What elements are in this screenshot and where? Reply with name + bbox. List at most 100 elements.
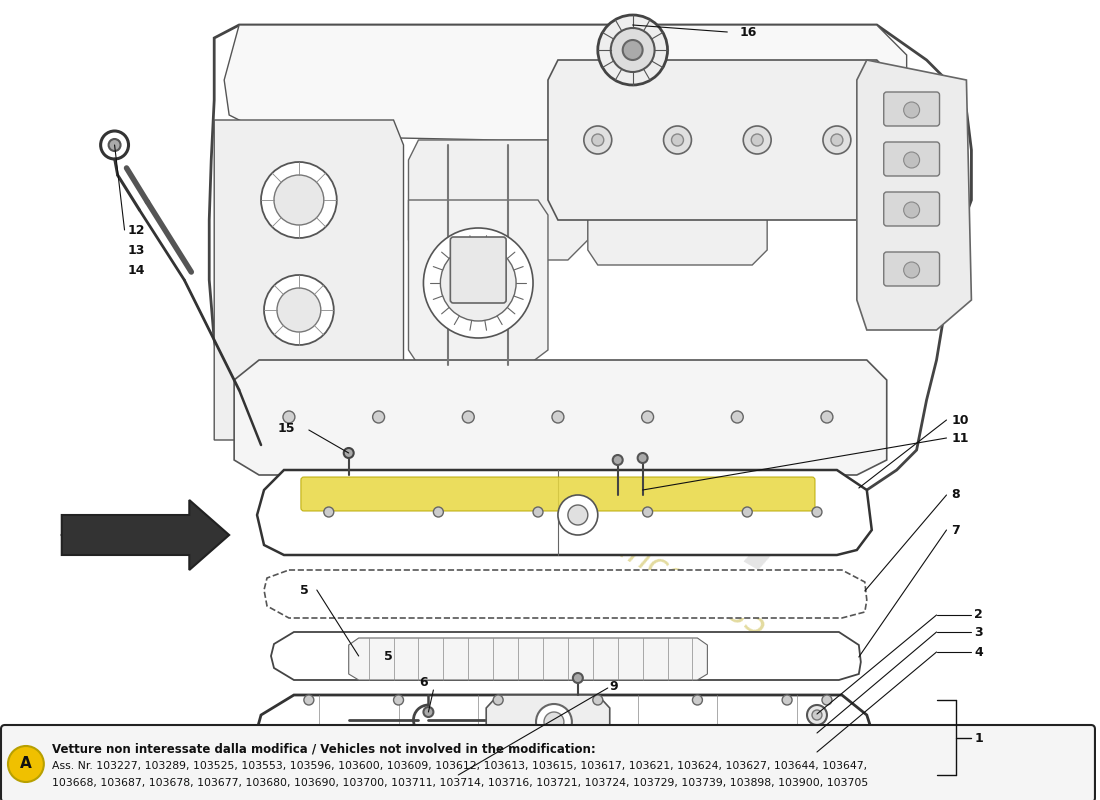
Circle shape [821, 411, 833, 423]
FancyBboxPatch shape [883, 252, 939, 286]
Circle shape [613, 455, 623, 465]
Text: 103668, 103687, 103678, 103677, 103680, 103690, 103700, 103711, 103714, 103716, : 103668, 103687, 103678, 103677, 103680, … [52, 778, 868, 788]
Polygon shape [548, 60, 896, 220]
Circle shape [808, 725, 825, 741]
Text: 16: 16 [739, 26, 757, 38]
Circle shape [343, 448, 354, 458]
Text: 7: 7 [952, 523, 960, 537]
Circle shape [742, 507, 752, 517]
Polygon shape [349, 638, 707, 680]
Polygon shape [408, 730, 428, 770]
Text: 8: 8 [952, 489, 960, 502]
Circle shape [822, 695, 832, 705]
Circle shape [671, 134, 683, 146]
Circle shape [264, 275, 333, 345]
Circle shape [424, 228, 534, 338]
Circle shape [904, 102, 920, 118]
Circle shape [573, 673, 583, 683]
Polygon shape [587, 140, 767, 265]
Text: 1: 1 [975, 731, 983, 745]
Text: 11: 11 [952, 431, 969, 445]
Circle shape [592, 134, 604, 146]
Polygon shape [257, 470, 872, 555]
Circle shape [812, 710, 822, 720]
Circle shape [450, 767, 466, 783]
Circle shape [584, 126, 612, 154]
Text: 15: 15 [277, 422, 295, 434]
Polygon shape [408, 200, 548, 365]
Text: a passion for you since 1985: a passion for you since 1985 [342, 376, 773, 644]
Circle shape [8, 746, 44, 782]
Circle shape [534, 507, 543, 517]
Polygon shape [857, 60, 971, 330]
Circle shape [641, 411, 653, 423]
Circle shape [544, 712, 564, 732]
FancyBboxPatch shape [1, 725, 1094, 800]
Circle shape [440, 245, 516, 321]
Circle shape [109, 139, 121, 151]
Polygon shape [234, 360, 887, 475]
Text: 12: 12 [128, 223, 145, 237]
Circle shape [536, 704, 572, 740]
Polygon shape [408, 140, 587, 260]
Circle shape [394, 695, 404, 705]
Circle shape [642, 507, 652, 517]
Text: 3: 3 [975, 626, 983, 638]
Text: 2: 2 [975, 609, 983, 622]
Polygon shape [214, 120, 404, 440]
Circle shape [462, 411, 474, 423]
Polygon shape [271, 632, 861, 680]
Circle shape [373, 411, 385, 423]
Text: 6: 6 [419, 675, 428, 689]
Text: Vetture non interessate dalla modifica / Vehicles not involved in the modificati: Vetture non interessate dalla modifica /… [52, 743, 595, 756]
Circle shape [904, 202, 920, 218]
Text: 5: 5 [299, 583, 308, 597]
Circle shape [304, 695, 313, 705]
Circle shape [424, 707, 433, 717]
Polygon shape [224, 25, 906, 140]
Text: 13: 13 [128, 243, 145, 257]
Circle shape [283, 411, 295, 423]
Circle shape [751, 134, 763, 146]
Circle shape [814, 730, 820, 736]
FancyBboxPatch shape [883, 92, 939, 126]
Circle shape [807, 705, 827, 725]
Circle shape [623, 40, 642, 60]
Circle shape [813, 752, 821, 760]
Circle shape [552, 411, 564, 423]
Polygon shape [62, 500, 229, 570]
Text: euroricambi: euroricambi [189, 185, 806, 595]
Circle shape [454, 771, 462, 779]
Circle shape [277, 288, 321, 332]
Polygon shape [254, 695, 875, 783]
Text: 10: 10 [952, 414, 969, 426]
Text: 14: 14 [128, 263, 145, 277]
Circle shape [568, 505, 587, 525]
FancyBboxPatch shape [883, 192, 939, 226]
Polygon shape [264, 570, 867, 618]
Circle shape [744, 126, 771, 154]
Text: A: A [20, 757, 32, 771]
Circle shape [100, 131, 129, 159]
Circle shape [638, 453, 648, 463]
Circle shape [812, 507, 822, 517]
Text: Ass. Nr. 103227, 103289, 103525, 103553, 103596, 103600, 103609, 103612, 103613,: Ass. Nr. 103227, 103289, 103525, 103553,… [52, 761, 867, 771]
Circle shape [692, 695, 703, 705]
Circle shape [261, 162, 337, 238]
FancyBboxPatch shape [301, 477, 815, 511]
Circle shape [610, 28, 654, 72]
Polygon shape [486, 695, 609, 748]
Circle shape [904, 262, 920, 278]
Circle shape [274, 175, 323, 225]
Circle shape [663, 126, 692, 154]
Circle shape [323, 507, 333, 517]
Circle shape [732, 411, 744, 423]
FancyBboxPatch shape [450, 237, 506, 303]
Circle shape [433, 507, 443, 517]
Circle shape [823, 126, 851, 154]
Circle shape [493, 695, 503, 705]
FancyBboxPatch shape [883, 142, 939, 176]
Text: 5: 5 [384, 650, 393, 662]
FancyBboxPatch shape [806, 745, 828, 767]
Circle shape [597, 15, 668, 85]
